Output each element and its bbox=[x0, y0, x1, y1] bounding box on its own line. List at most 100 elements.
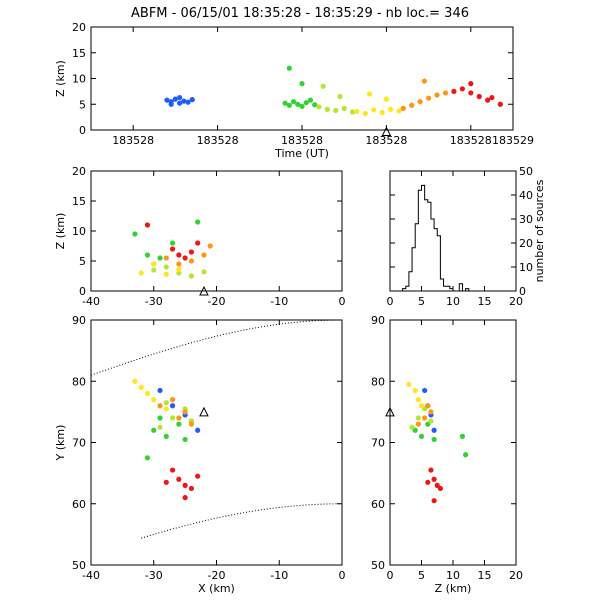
xz-xtick-label: -40 bbox=[82, 295, 100, 308]
xy-ytick-label: 90 bbox=[72, 314, 86, 327]
zy-point-red bbox=[431, 476, 437, 482]
xy-point-green bbox=[182, 436, 188, 443]
xy-point-orange bbox=[188, 421, 194, 427]
xy-point-green bbox=[163, 433, 169, 439]
histogram-ytick-label: 30 bbox=[519, 213, 533, 226]
time-height-panel: 183528 183528 183528 183528 183528 1835290510… bbox=[54, 21, 534, 160]
time_height-point-yellow bbox=[362, 110, 368, 117]
xz-ytick-label: 15 bbox=[72, 195, 86, 208]
zy-xtick-label: 20 bbox=[509, 569, 523, 582]
histogram-ylabel: number of sources bbox=[533, 179, 546, 282]
xy-point-yellow bbox=[163, 406, 169, 412]
zy-point-orange bbox=[415, 421, 421, 427]
time_height-point-yellowgreen bbox=[350, 109, 356, 115]
xz-ytick-label: 5 bbox=[79, 255, 86, 268]
time_height-point-yellow bbox=[379, 109, 385, 116]
time_height-point-green bbox=[303, 100, 309, 106]
time_height-point-yellowgreen bbox=[341, 105, 347, 111]
time_height-point-yellowgreen bbox=[316, 104, 322, 110]
time_height-xtick-label: 183528 bbox=[365, 134, 407, 147]
xz-point-orange bbox=[176, 261, 182, 267]
xy-ytick-label: 50 bbox=[72, 559, 86, 572]
zy-point-blue bbox=[431, 427, 437, 433]
zy-ytick-label: 70 bbox=[371, 437, 385, 450]
xy-point-red bbox=[188, 485, 194, 492]
time_height-frame bbox=[90, 26, 514, 131]
xy-xtick-label: -10 bbox=[270, 569, 288, 582]
zy-point-orange bbox=[425, 403, 431, 409]
xz-point-yellowgreen bbox=[188, 273, 194, 279]
xy-point-blue bbox=[157, 387, 163, 394]
xz-ytick-label: 0 bbox=[79, 285, 86, 298]
histogram-xtick-label: 20 bbox=[509, 295, 523, 308]
zy-point-red bbox=[428, 467, 434, 473]
xy-range-ring-bottom bbox=[141, 503, 343, 539]
xy-panel: -40 -30 -20 -10 0 50 60 70 80 90 X (km) Y (km) bbox=[54, 314, 346, 595]
time_height-ytick-label: 20 bbox=[72, 21, 86, 34]
time_height-point-orange bbox=[442, 90, 449, 96]
histogram-steps bbox=[390, 184, 516, 292]
zy-station-marker bbox=[385, 406, 395, 417]
zy-frame bbox=[389, 319, 517, 566]
time_height-xlabel: Time (UT) bbox=[274, 147, 329, 160]
xz-point-green bbox=[195, 219, 201, 225]
time_height-point-green bbox=[286, 102, 292, 108]
time_height-ylabel: Z (km) bbox=[54, 60, 67, 97]
zy-point-red bbox=[431, 498, 437, 504]
histogram-xtick-label: 0 bbox=[387, 295, 394, 308]
zy-point-red bbox=[425, 479, 431, 485]
zy-point-yellow bbox=[412, 387, 418, 394]
xz-frame bbox=[90, 170, 343, 292]
xz-point-yellowgreen bbox=[201, 269, 207, 275]
zy-point-yellow bbox=[418, 403, 425, 409]
time_height-point-yellowgreen bbox=[333, 107, 339, 114]
time_height-ytick-label: 5 bbox=[79, 98, 86, 111]
xy-xtick-label: 0 bbox=[339, 569, 346, 582]
time_height-point-green bbox=[299, 103, 305, 109]
zy-ytick-label: 80 bbox=[371, 375, 385, 388]
time_height-point-red bbox=[459, 86, 465, 92]
time_height-point-yellow bbox=[388, 106, 394, 112]
zy-point-yellow bbox=[406, 381, 412, 387]
histogram-xtick-label: 5 bbox=[418, 295, 425, 308]
xz-xtick-label: -20 bbox=[208, 295, 226, 308]
time_height-point-yellowgreen bbox=[324, 106, 330, 112]
time_height-point-blue bbox=[189, 97, 195, 103]
zy-xtick-label: 10 bbox=[446, 569, 460, 582]
time_height-point-red bbox=[468, 81, 474, 87]
xy-ytick-label: 70 bbox=[72, 437, 86, 450]
xz-point-yellowgreen bbox=[163, 264, 169, 270]
xy-point-red bbox=[169, 467, 176, 473]
time_height-point-red bbox=[497, 101, 503, 107]
time_height-point-orange bbox=[434, 92, 440, 98]
xy-point-red bbox=[163, 479, 169, 485]
xz-panel: -40 -30 -20 -10 0 0 5 10 15 20 Z (km) bbox=[54, 165, 346, 308]
xz-point-red bbox=[182, 255, 188, 261]
time_height-point-green bbox=[286, 65, 292, 71]
xz-ytick-label: 20 bbox=[72, 165, 86, 178]
time_height-point-green bbox=[312, 102, 318, 108]
time_height-point-red bbox=[451, 88, 457, 94]
xz-point-green bbox=[132, 231, 138, 237]
time_height-point-blue bbox=[168, 101, 174, 107]
time_height-point-blue bbox=[181, 98, 187, 104]
xz-xtick-label: -10 bbox=[270, 295, 288, 308]
zy-ytick-label: 90 bbox=[371, 314, 385, 327]
xy-point-yellow bbox=[151, 397, 157, 403]
xy-xlabel: X (km) bbox=[198, 582, 235, 595]
zy-xtick-label: 5 bbox=[418, 569, 425, 582]
zy-point-blue bbox=[422, 387, 428, 394]
xz-xtick-label: -30 bbox=[145, 295, 163, 308]
xy-point-yellow bbox=[138, 384, 144, 390]
xz-point-yellow bbox=[151, 261, 157, 267]
zy-point-green bbox=[431, 436, 437, 443]
time_height-point-yellow bbox=[354, 108, 360, 115]
xy-point-orange bbox=[169, 397, 176, 403]
xy-point-yellowgreen bbox=[169, 415, 176, 421]
xz-point-red bbox=[188, 249, 194, 255]
xy-range-ring-top bbox=[90, 319, 343, 376]
xy-xtick-label: -40 bbox=[82, 569, 100, 582]
time_height-point-orange bbox=[421, 78, 427, 84]
